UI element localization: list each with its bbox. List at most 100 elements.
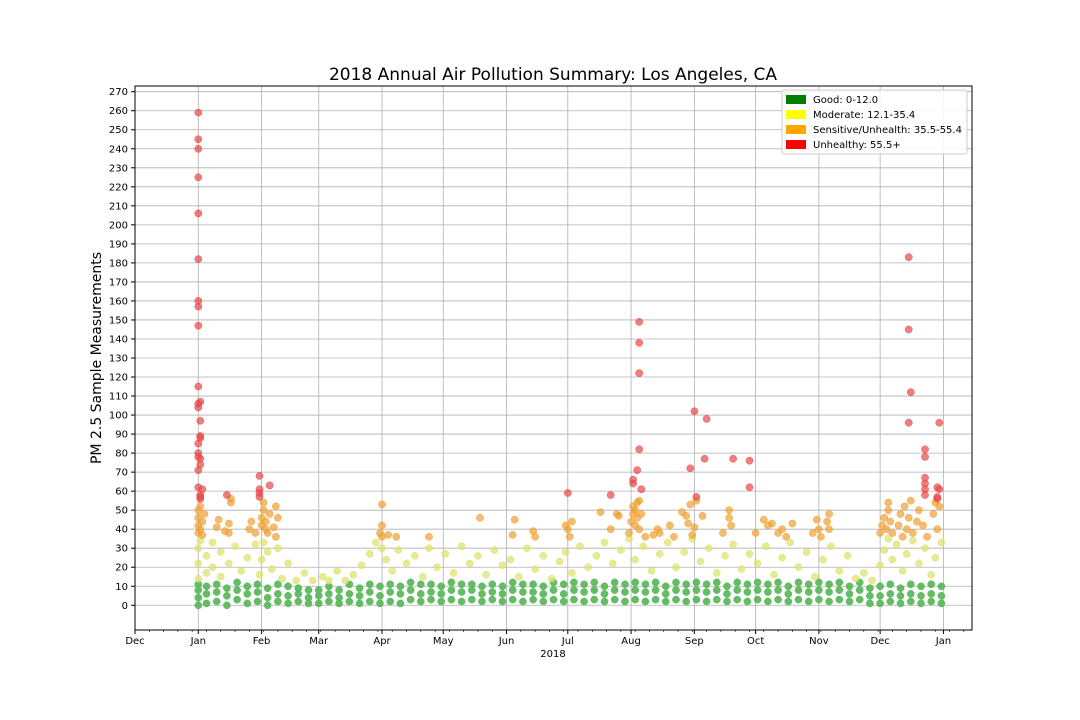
data-point [902, 550, 911, 558]
data-point [263, 593, 272, 602]
data-point [378, 521, 386, 530]
data-point [906, 580, 915, 589]
x-tick-label: May [433, 636, 454, 647]
data-point [621, 597, 629, 606]
data-point [476, 513, 484, 522]
data-point [904, 513, 913, 522]
data-point [884, 506, 893, 515]
data-point [637, 510, 646, 518]
data-point [474, 551, 482, 560]
data-point [482, 570, 490, 579]
data-point [902, 525, 911, 534]
data-point [927, 590, 936, 598]
data-point [759, 515, 768, 524]
data-point [335, 593, 343, 602]
data-point [921, 445, 929, 454]
y-tick-label: 250 [109, 125, 128, 136]
data-point [786, 538, 795, 547]
data-point [274, 580, 282, 589]
data-point [208, 538, 217, 547]
data-point [835, 595, 844, 604]
data-point [345, 590, 354, 598]
data-point [698, 512, 707, 520]
data-point [378, 500, 386, 509]
data-point [686, 500, 695, 509]
data-point [915, 559, 923, 568]
data-point [255, 570, 264, 579]
data-point [255, 493, 264, 501]
data-point [919, 521, 927, 530]
data-point [886, 580, 895, 589]
data-point [896, 584, 905, 593]
data-point [672, 595, 680, 604]
data-point [825, 525, 833, 534]
data-point [304, 593, 313, 602]
legend-label: Sensitive/Unhealth: 35.5-55.4 [813, 125, 962, 136]
data-point [745, 483, 754, 492]
data-point [935, 418, 944, 427]
data-point [606, 525, 615, 534]
data-point [651, 586, 660, 594]
data-point [835, 578, 844, 587]
x-axis: Dec Jan Feb Mar Apr May Jun Jul Aug Sep Oct Nov Dec J… [125, 630, 965, 647]
data-point [457, 588, 466, 596]
data-point [274, 590, 282, 598]
data-point [906, 388, 915, 397]
data-point [349, 570, 358, 579]
data-point [388, 567, 397, 575]
data-point [670, 532, 678, 541]
data-point [764, 580, 772, 589]
data-point [651, 578, 660, 587]
data-point [267, 565, 276, 573]
data-point [600, 590, 609, 598]
data-point [845, 590, 854, 598]
data-point [580, 588, 588, 596]
data-point [247, 517, 256, 526]
data-point [819, 555, 827, 564]
data-point [823, 517, 831, 526]
data-point [392, 532, 401, 541]
data-point [625, 529, 633, 537]
data-point [617, 546, 625, 554]
data-point [631, 595, 640, 604]
y-tick-label: 50 [115, 506, 128, 517]
data-point [702, 580, 711, 589]
data-point [917, 591, 925, 600]
data-point [514, 572, 523, 581]
data-point [243, 599, 252, 608]
data-point [416, 597, 425, 606]
data-point [265, 510, 274, 518]
data-point [274, 597, 282, 606]
data-point [284, 591, 292, 600]
data-point [194, 593, 203, 602]
data-point [274, 544, 282, 553]
data-point [590, 595, 599, 604]
y-tick-label: 20 [115, 563, 128, 574]
data-point [700, 454, 709, 463]
data-point [876, 599, 884, 608]
data-point [812, 515, 821, 524]
data-point [866, 599, 874, 608]
data-point [753, 559, 762, 568]
y-tick-label: 180 [109, 258, 128, 269]
data-point [692, 578, 701, 587]
data-point [855, 586, 864, 594]
y-tick-label: 220 [109, 182, 128, 193]
data-point [294, 584, 303, 593]
data-point [631, 578, 640, 587]
data-point [457, 542, 466, 551]
data-point [802, 548, 811, 556]
data-point [600, 597, 609, 606]
data-point [570, 578, 578, 587]
data-point [365, 550, 374, 558]
data-point [804, 597, 813, 606]
data-point [251, 540, 260, 549]
data-point [263, 601, 272, 610]
grid-lines [134, 86, 972, 630]
data-point [641, 597, 650, 606]
data-point [935, 485, 944, 494]
data-point [216, 572, 225, 581]
data-point [606, 491, 615, 499]
legend: Good: 0-12.0 Moderate: 12.1-35.4 Sensitive… [781, 89, 968, 155]
data-point [629, 479, 637, 488]
